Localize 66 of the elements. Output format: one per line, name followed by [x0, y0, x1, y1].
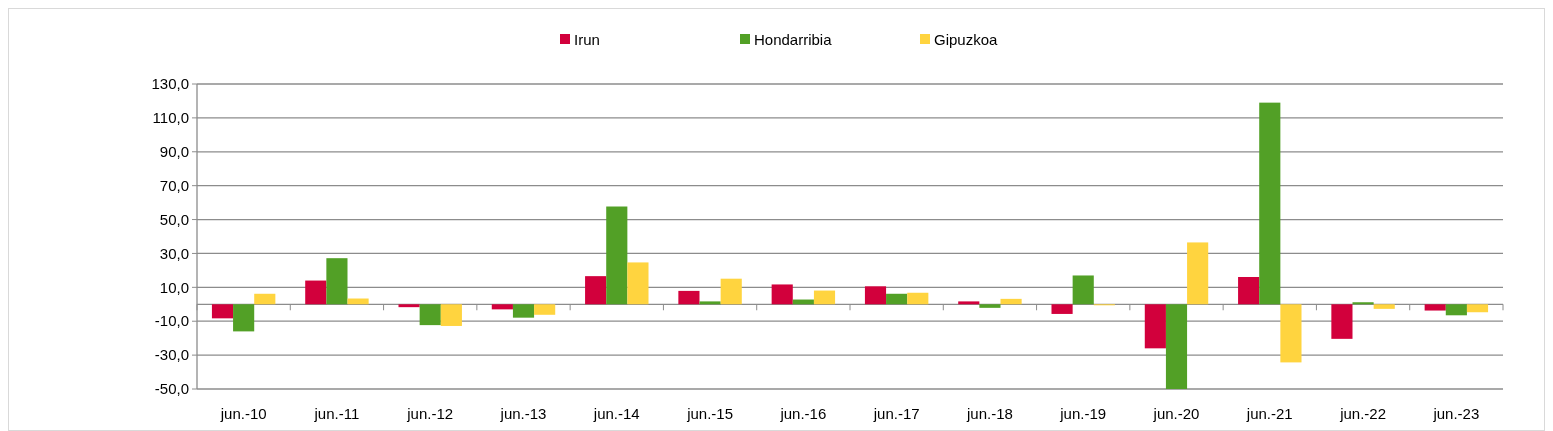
bar: [491, 304, 513, 310]
y-tick-label: 110,0: [152, 109, 189, 127]
bar: [886, 293, 908, 305]
bar: [1165, 304, 1188, 389]
bar: [771, 284, 793, 305]
y-tick-label: -10,0: [154, 312, 189, 330]
bar: [1000, 298, 1022, 305]
bar: [606, 206, 628, 305]
x-tick-label: jun.-13: [499, 405, 547, 422]
y-tick-label: 10,0: [159, 278, 189, 296]
y-tick-label: 30,0: [159, 244, 189, 262]
bar: [699, 301, 721, 305]
bar: [1331, 304, 1353, 339]
legend-label: Hondarribia: [754, 31, 833, 49]
bar: [1072, 275, 1094, 305]
bar: [678, 290, 700, 305]
bar: [1187, 242, 1209, 305]
y-tick-label: -50,0: [154, 380, 189, 398]
bar: [1373, 304, 1395, 309]
bar: [1445, 304, 1467, 316]
bar: [1466, 304, 1489, 313]
bar: [1280, 304, 1302, 363]
bar: [419, 304, 441, 326]
y-tick-label: 50,0: [159, 210, 189, 228]
bar: [440, 304, 462, 326]
bar: [211, 304, 234, 319]
bar: [534, 304, 556, 315]
bar: [1051, 304, 1073, 314]
x-tick-label: jun.-20: [1152, 405, 1200, 422]
x-tick-label: jun.-16: [779, 405, 827, 422]
bar: [979, 304, 1001, 308]
y-tick-label: 130,0: [151, 75, 189, 93]
bar: [326, 258, 348, 305]
legend-label: Gipuzkoa: [934, 31, 999, 49]
bar: [512, 304, 535, 318]
bar: [1144, 304, 1166, 349]
x-tick-label: jun.-19: [1059, 405, 1107, 422]
bar: [305, 280, 327, 305]
x-tick-label: jun.-21: [1245, 405, 1293, 422]
bar: [627, 262, 649, 305]
bar: [398, 304, 420, 308]
bar: [1238, 277, 1260, 305]
bar: [1352, 302, 1374, 305]
x-tick-label: jun.-12: [406, 405, 454, 422]
bar: [1259, 102, 1281, 305]
x-tick-label: jun.-18: [965, 405, 1013, 422]
y-tick-label: -30,0: [154, 346, 189, 364]
bar: [813, 290, 836, 305]
x-tick-label: jun.-14: [592, 405, 640, 422]
y-tick-label: 70,0: [159, 176, 189, 194]
x-tick-label: jun.-17: [872, 405, 920, 422]
bar: [233, 304, 255, 332]
y-tick-label: 90,0: [159, 143, 189, 161]
x-tick-label: jun.-10: [219, 405, 267, 422]
bar: [958, 301, 980, 305]
x-tick-label: jun.-11: [313, 405, 360, 422]
legend-label: Irun: [574, 31, 600, 49]
x-tick-label: jun.-23: [1432, 405, 1480, 422]
bar: [585, 276, 607, 305]
bar: [254, 293, 276, 305]
x-tick-label: jun.-15: [686, 405, 734, 422]
bar: [720, 278, 742, 305]
bar: [864, 286, 887, 305]
bar: [1424, 304, 1446, 311]
bar: [907, 292, 929, 305]
x-tick-label: jun.-22: [1339, 405, 1387, 422]
